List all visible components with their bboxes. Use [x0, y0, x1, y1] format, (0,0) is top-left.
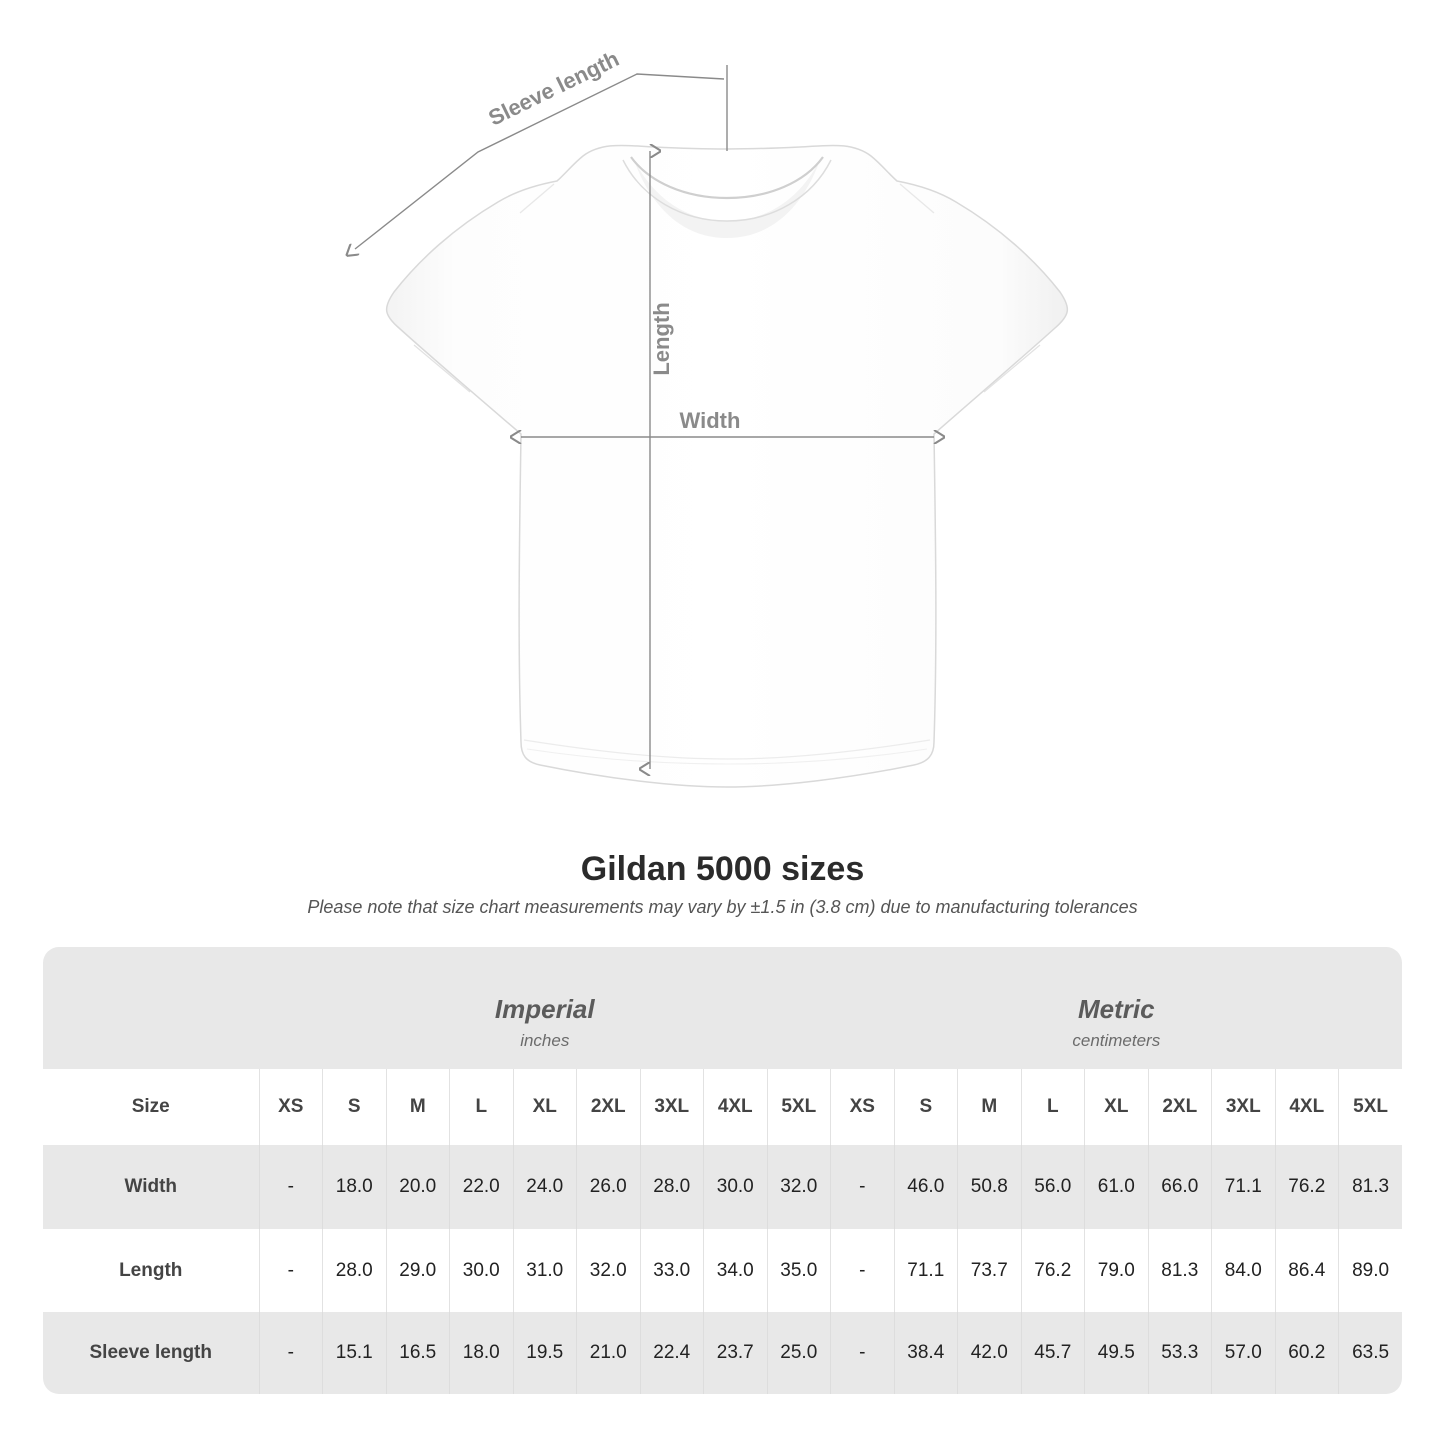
- svg-text:Width: Width: [680, 408, 741, 433]
- svg-text:Sleeve length: Sleeve length: [484, 46, 622, 131]
- svg-text:Length: Length: [649, 302, 674, 375]
